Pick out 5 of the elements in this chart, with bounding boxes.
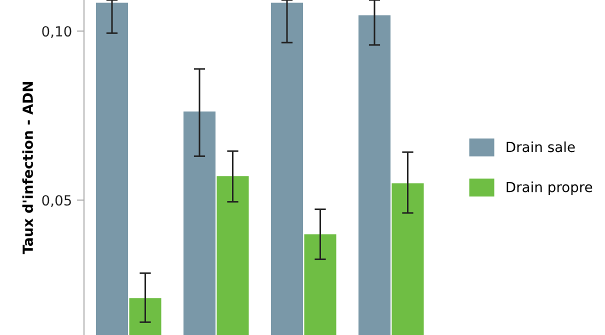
legend-label: Drain propre [506,182,592,195]
y-axis-title: Taux d'infection - ADN [22,82,34,254]
legend-label: Drain sale [506,141,575,152]
y-tick-label: 0,10 [42,26,72,38]
y-tick-label: 0,05 [42,195,71,208]
